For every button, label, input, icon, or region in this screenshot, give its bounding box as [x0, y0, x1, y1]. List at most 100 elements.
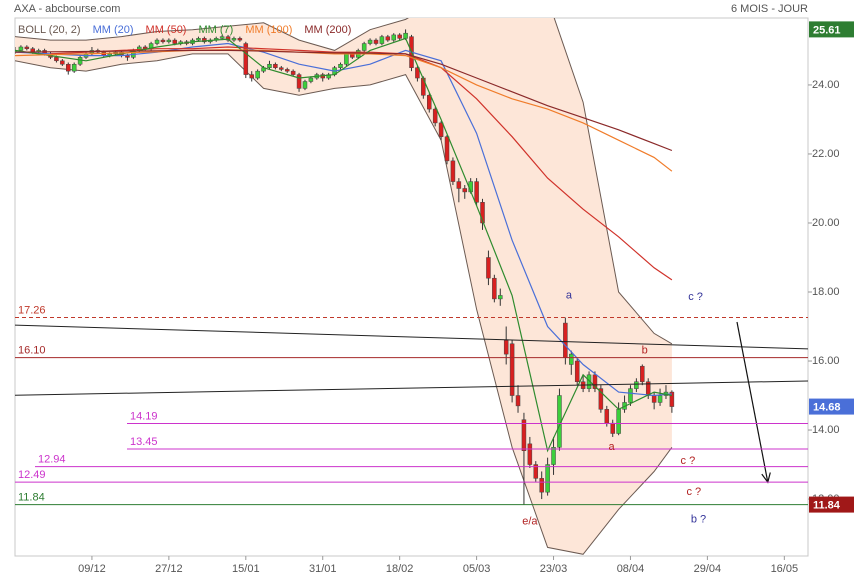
- candle-body: [628, 388, 633, 403]
- candle-body: [545, 464, 550, 493]
- x-tick-label: 05/03: [463, 563, 491, 575]
- plot-area: [14, 17, 809, 557]
- band-fill: [15, 18, 672, 555]
- candle-body: [202, 38, 207, 43]
- candle-body: [279, 67, 284, 70]
- candle-body: [60, 60, 65, 65]
- candle-body: [563, 322, 568, 358]
- annotation: e/a: [522, 515, 538, 527]
- candle-body: [225, 36, 231, 41]
- candle-body: [237, 38, 243, 41]
- x-tick-label: 15/01: [232, 563, 260, 575]
- level-label: 12.49: [18, 469, 46, 481]
- candle-body: [610, 422, 615, 434]
- candle-body: [66, 63, 71, 72]
- x-tick-label: 16/05: [771, 563, 799, 575]
- x-tick-label: 31/01: [309, 563, 337, 575]
- annotation: a: [566, 289, 573, 301]
- candle-body: [391, 34, 396, 41]
- price-tag-label: 14.68: [813, 401, 841, 413]
- candle-body: [397, 34, 402, 39]
- candle-body: [669, 391, 675, 407]
- x-tick-label: 09/12: [78, 563, 106, 575]
- candle-body: [71, 63, 77, 72]
- candle-body: [527, 443, 533, 465]
- candle-body: [77, 57, 83, 65]
- candle-body: [231, 38, 237, 41]
- candle-body: [284, 69, 290, 72]
- x-tick-label: 27/12: [155, 563, 183, 575]
- candle-body: [154, 39, 160, 44]
- legend-entry: MM (50): [146, 24, 187, 36]
- level-label: 11.84: [18, 491, 45, 503]
- candle-body: [498, 295, 503, 300]
- candle-body: [379, 36, 385, 44]
- candle-body: [338, 63, 343, 68]
- price-tag-label: 11.84: [813, 499, 841, 511]
- trend-line: [15, 380, 808, 396]
- moving-average: [15, 49, 673, 172]
- candle-body: [344, 53, 349, 65]
- annotation: b ?: [691, 514, 706, 526]
- legend-entry: MM (100): [245, 24, 292, 36]
- candle-body: [367, 39, 373, 44]
- legend-entry: MM (200): [304, 24, 351, 36]
- candle-body: [604, 409, 610, 424]
- candle-body: [503, 340, 509, 355]
- moving-average: [15, 49, 673, 152]
- candle-body: [515, 395, 521, 407]
- candle-body: [509, 343, 515, 396]
- candle-body: [385, 36, 391, 41]
- candle-body: [427, 95, 432, 110]
- arrow: [736, 321, 769, 483]
- candle-body: [640, 365, 645, 382]
- level-label: 12.94: [38, 454, 66, 466]
- price-tag: [809, 398, 854, 415]
- candle-body: [551, 447, 556, 465]
- candle-body: [54, 57, 59, 62]
- x-tick-label: 29/04: [694, 563, 722, 575]
- legend-entry: MM (7): [198, 24, 233, 36]
- chart-subtitle: 6 MOIS - JOUR: [731, 3, 808, 15]
- candle-body: [592, 374, 598, 389]
- annotation: c ?: [688, 291, 703, 303]
- candle-body: [438, 122, 444, 137]
- candle-body: [125, 55, 130, 58]
- level-label: 17.26: [18, 304, 46, 316]
- legend-entry: BOLL (20, 2): [18, 24, 81, 36]
- candle-body: [456, 181, 462, 189]
- y-tick-label: 18.00: [812, 286, 840, 298]
- candle-body: [474, 181, 479, 203]
- candle-body: [308, 77, 314, 82]
- candle-body: [415, 67, 420, 79]
- candle-body: [290, 70, 296, 75]
- annotation: c ?: [686, 486, 701, 498]
- candle-body: [480, 202, 485, 224]
- price-tag-label: 25.61: [813, 24, 841, 36]
- candle-body: [18, 46, 24, 51]
- candle-body: [486, 257, 491, 279]
- candle-body: [196, 38, 201, 41]
- candle-body: [373, 39, 379, 44]
- candle-body: [574, 360, 580, 382]
- moving-average: [15, 42, 672, 397]
- candle-body: [255, 70, 260, 79]
- candle-body: [249, 74, 254, 79]
- candle-body: [444, 136, 450, 162]
- plot: [15, 18, 808, 555]
- candle-body: [273, 63, 278, 68]
- y-tick-label: 20.00: [812, 217, 840, 229]
- candle-body: [172, 39, 178, 44]
- band-lower: [15, 53, 673, 555]
- candle-body: [15, 50, 18, 53]
- candle-body: [533, 464, 539, 479]
- candle-body: [267, 63, 272, 68]
- candle-body: [432, 108, 438, 124]
- x-tick-label: 08/04: [617, 563, 645, 575]
- annotation: c ?: [681, 455, 696, 467]
- candle-body: [403, 32, 408, 39]
- candle-body: [166, 39, 172, 43]
- candle-body: [450, 160, 456, 182]
- legend-entry: MM (20): [93, 24, 134, 36]
